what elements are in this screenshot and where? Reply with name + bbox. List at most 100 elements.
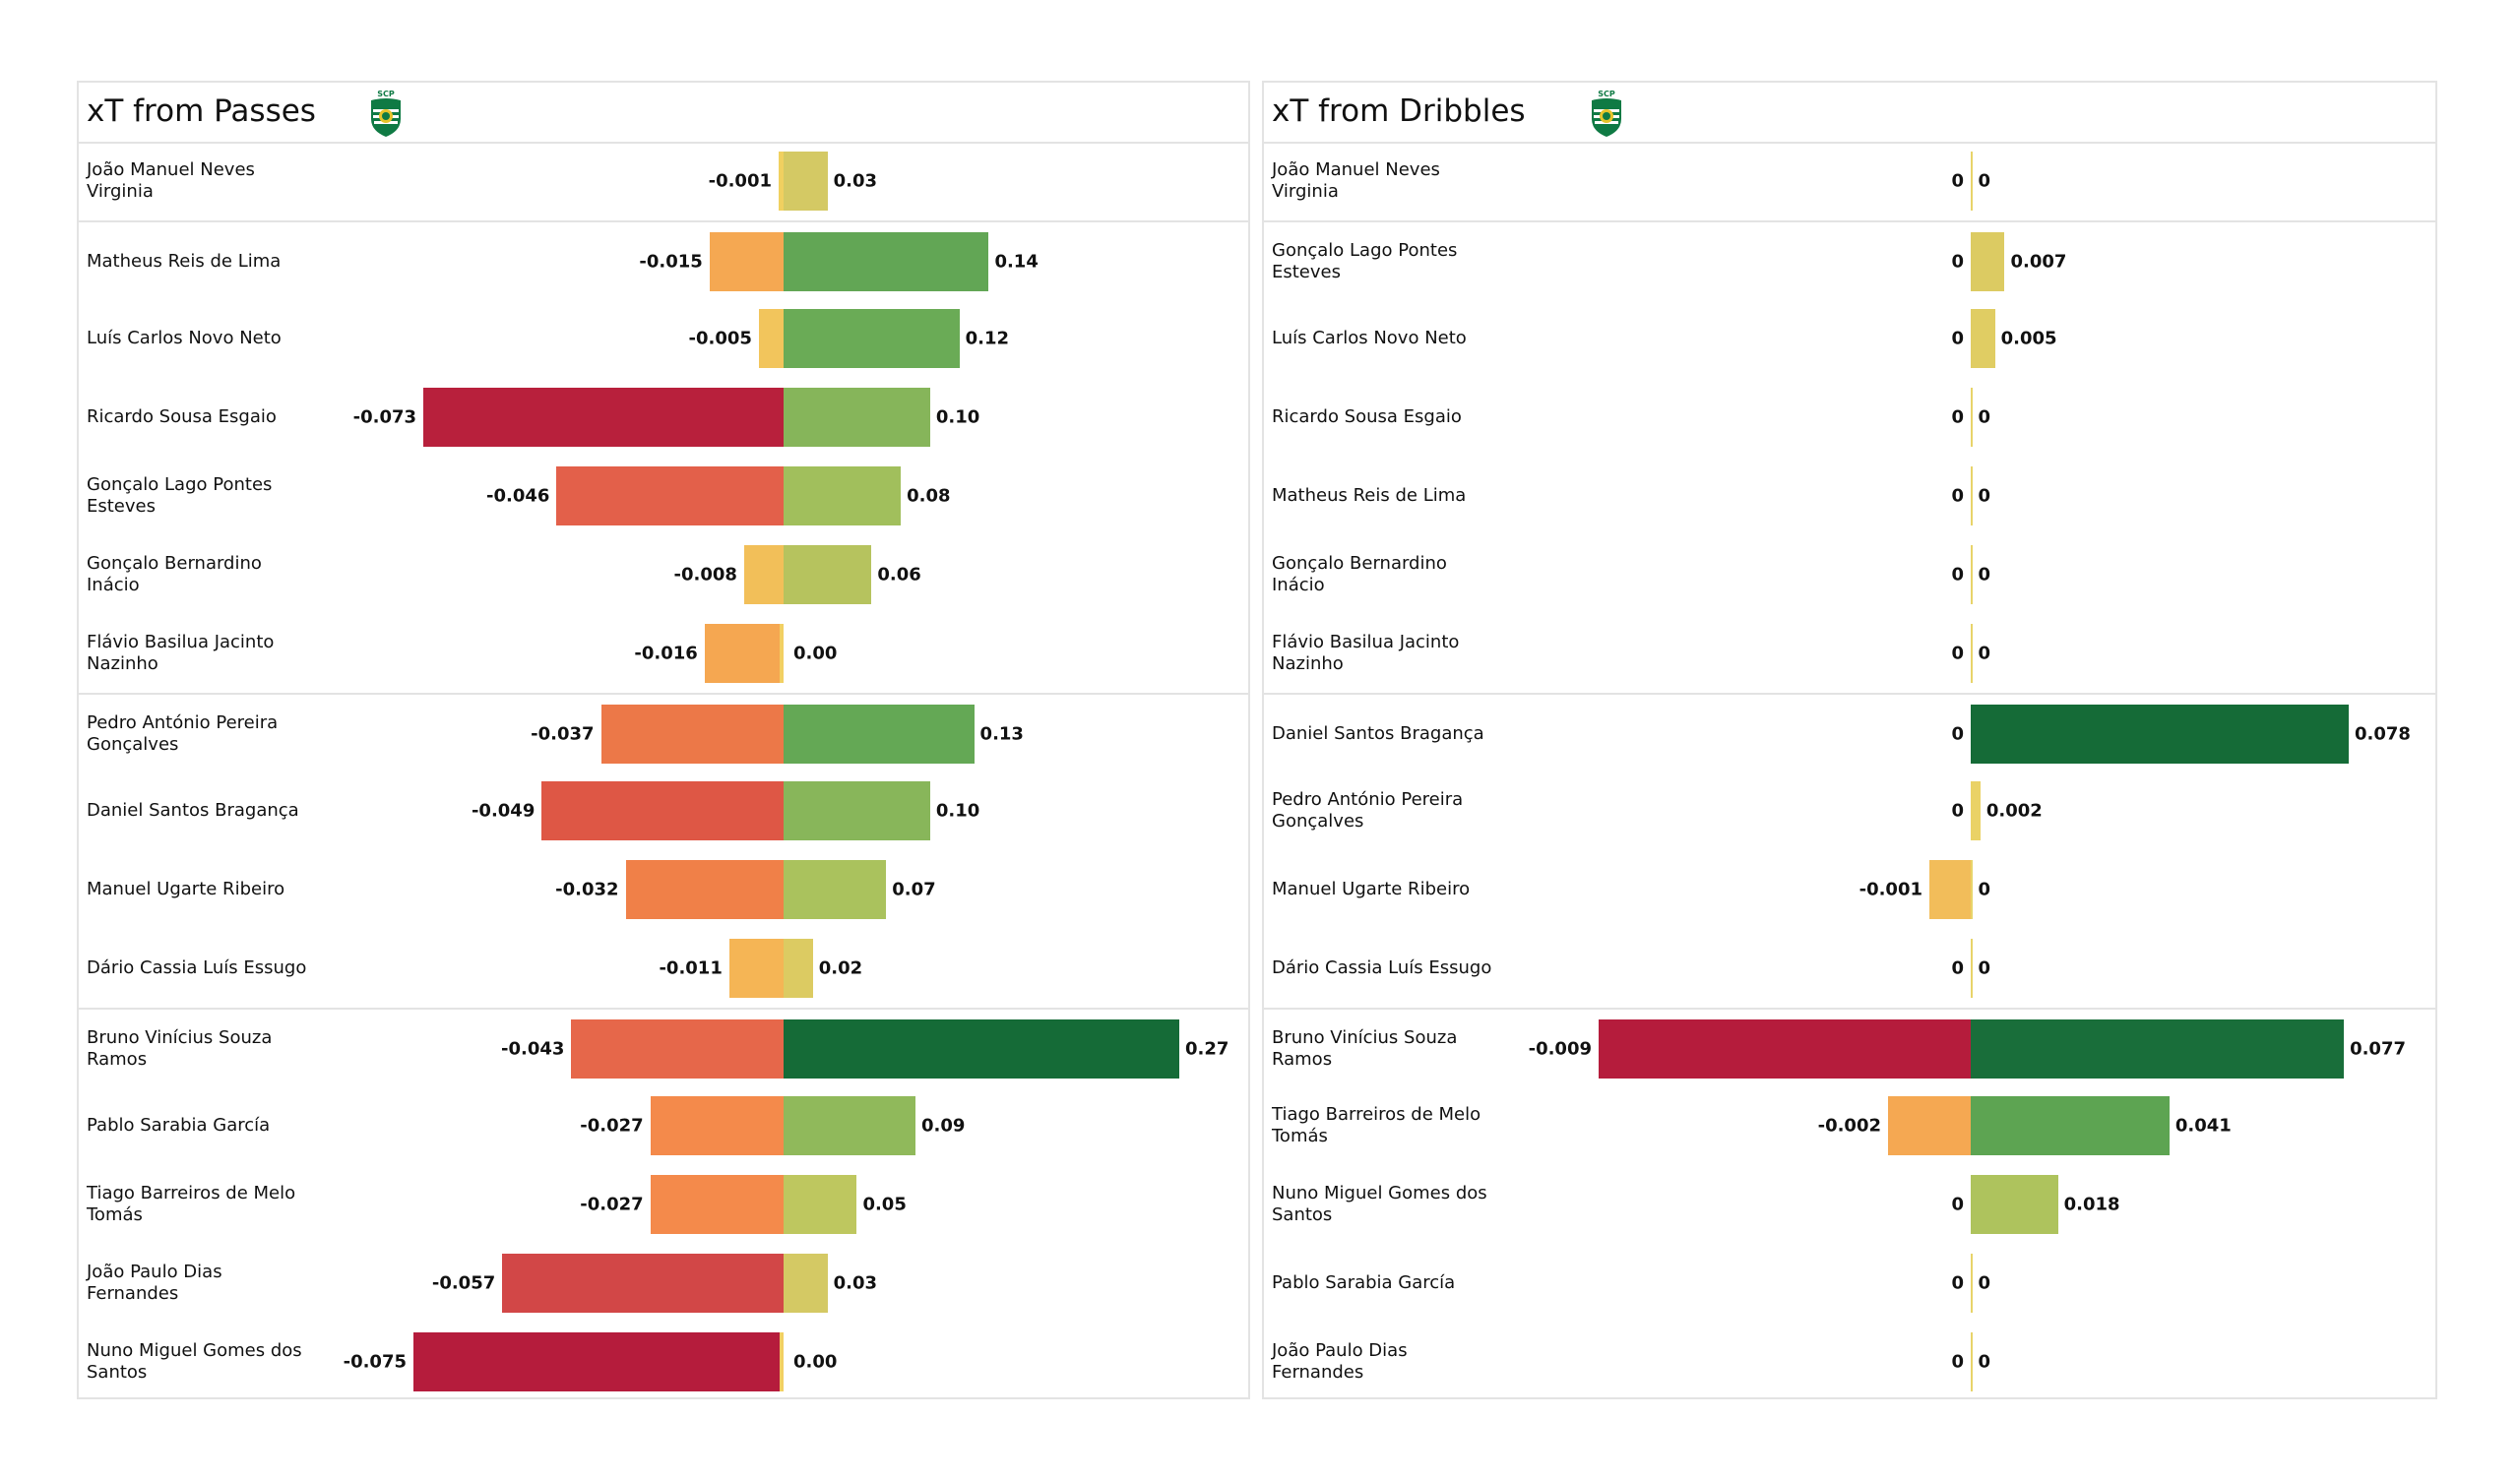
negative-value-label: 0 [1951,957,1964,979]
positive-bar [1971,1096,2170,1155]
positive-bar [784,466,902,525]
positive-value-label: 0 [1978,643,1991,664]
player-row: Nuno Miguel Gomes dos Santos -0.075 0.00 [79,1323,1248,1401]
player-name: Pablo Sarabia García [87,1115,271,1136]
player-row: João Paulo Dias Fernandes -0.057 0.03 [79,1244,1248,1323]
panel-title: xT from Passes [87,93,316,129]
panel-header: xT from Dribbles SCP [1264,83,2435,144]
positive-value-label: 0.03 [833,1272,878,1294]
player-name: João Manuel Neves Virginia [87,159,255,202]
positive-bar [784,1175,857,1234]
player-row: Pedro António Pereira Gonçalves -0.037 0.13 [79,693,1248,773]
player-row: Nuno Miguel Gomes dos Santos 0 0.018 [1264,1165,2435,1244]
negative-bar [758,309,784,368]
player-row: João Manuel Neves Virginia -0.001 0.03 [79,142,1248,220]
positive-value-label: 0 [1978,564,1991,586]
player-row: Pablo Sarabia García 0 0 [1264,1244,2435,1323]
player-name: Daniel Santos Bragança [1272,723,1484,744]
player-name: Gonçalo Bernardino Inácio [87,553,262,595]
xt-passes-panel: xT from Passes SCP João Manuel Neves Virg… [77,81,1250,1399]
positive-value-label: 0 [1978,879,1991,900]
positive-value-label: 0.09 [921,1115,966,1137]
positive-bar [784,1096,915,1155]
positive-bar [1971,624,1973,683]
svg-text:SCP: SCP [1598,90,1615,98]
positive-value-label: 0 [1978,1351,1991,1373]
player-name: Luís Carlos Novo Neto [1272,328,1467,348]
player-name: João Paulo Dias Fernandes [1272,1340,1408,1383]
positive-value-label: 0.00 [793,643,838,664]
svg-text:SCP: SCP [377,90,395,98]
positive-value-label: 0.03 [833,170,878,192]
positive-bar [784,309,960,368]
negative-bar [650,1175,784,1234]
player-row: Bruno Vinícius Souza Ramos -0.009 0.077 [1264,1008,2435,1088]
negative-value-label: 0 [1951,170,1964,192]
negative-value-label: 0 [1951,1194,1964,1215]
player-name: Nuno Miguel Gomes dos Santos [1272,1183,1487,1225]
negative-bar [600,705,784,764]
player-row: Bruno Vinícius Souza Ramos -0.043 0.27 [79,1008,1248,1088]
negative-value-label: -0.008 [673,564,737,586]
player-row: Pablo Sarabia García -0.027 0.09 [79,1086,1248,1165]
player-name: Dário Cassia Luís Essugo [1272,957,1492,978]
positive-value-label: 0.007 [2010,251,2067,273]
player-row: Matheus Reis de Lima 0 0 [1264,457,2435,535]
negative-value-label: 0 [1951,800,1964,822]
negative-bar [709,232,784,291]
negative-value-label: -0.015 [639,251,703,273]
negative-bar [1929,860,1971,919]
negative-bar [423,388,784,447]
negative-bar [413,1332,784,1391]
player-row: Ricardo Sousa Esgaio 0 0 [1264,378,2435,457]
negative-bar [743,545,784,604]
positive-bar [1971,860,1973,919]
panel-title: xT from Dribbles [1272,93,1526,129]
player-row: Flávio Basilua Jacinto Nazinho -0.016 0.00 [79,614,1248,693]
positive-value-label: 0.002 [1985,800,2043,822]
positive-bar [1971,545,1973,604]
positive-value-label: 0.005 [2000,328,2057,349]
negative-value-label: -0.046 [485,485,550,507]
player-name: Pedro António Pereira Gonçalves [1272,789,1464,832]
player-name: Manuel Ugarte Ribeiro [1272,879,1471,899]
positive-value-label: 0.08 [907,485,951,507]
negative-value-label: -0.011 [659,957,723,979]
negative-value-label: 0 [1951,643,1964,664]
positive-value-label: 0.02 [818,957,863,979]
player-row: Matheus Reis de Lima -0.015 0.14 [79,220,1248,301]
player-name: Manuel Ugarte Ribeiro [87,879,285,899]
negative-value-label: 0 [1951,1351,1964,1373]
positive-bar [1971,466,1973,525]
player-name: Ricardo Sousa Esgaio [87,406,277,427]
positive-value-label: 0 [1978,406,1991,428]
player-name: Gonçalo Lago Pontes Esteves [87,474,273,517]
player-row: Tiago Barreiros de Melo Tomás -0.027 0.05 [79,1165,1248,1244]
positive-value-label: 0.078 [2355,723,2411,745]
player-name: Tiago Barreiros de Melo Tomás [87,1183,296,1225]
player-row: João Paulo Dias Fernandes 0 0 [1264,1323,2435,1401]
panel-header: xT from Passes SCP [79,83,1248,144]
negative-value-label: -0.075 [343,1351,407,1373]
negative-value-label: -0.057 [431,1272,496,1294]
negative-bar [556,466,784,525]
player-row: Luís Carlos Novo Neto 0 0.005 [1264,299,2435,378]
positive-value-label: 0.00 [793,1351,838,1373]
negative-bar [625,860,784,919]
negative-bar [728,939,784,998]
player-name: Flávio Basilua Jacinto Nazinho [87,632,275,674]
positive-bar [1971,705,2349,764]
positive-bar [784,705,975,764]
negative-value-label: -0.043 [501,1038,565,1060]
player-name: Bruno Vinícius Souza Ramos [1272,1027,1458,1070]
negative-value-label: 0 [1951,328,1964,349]
positive-value-label: 0.10 [935,406,980,428]
player-name: Nuno Miguel Gomes dos Santos [87,1340,302,1383]
xt-dribbles-panel: xT from Dribbles SCP João Manuel Neves Vi… [1262,81,2437,1399]
player-name: Pedro António Pereira Gonçalves [87,712,279,755]
player-name: Matheus Reis de Lima [1272,485,1467,506]
player-name: João Manuel Neves Virginia [1272,159,1440,202]
positive-value-label: 0.14 [994,251,1039,273]
negative-value-label: 0 [1951,406,1964,428]
negative-bar [1599,1019,1971,1079]
